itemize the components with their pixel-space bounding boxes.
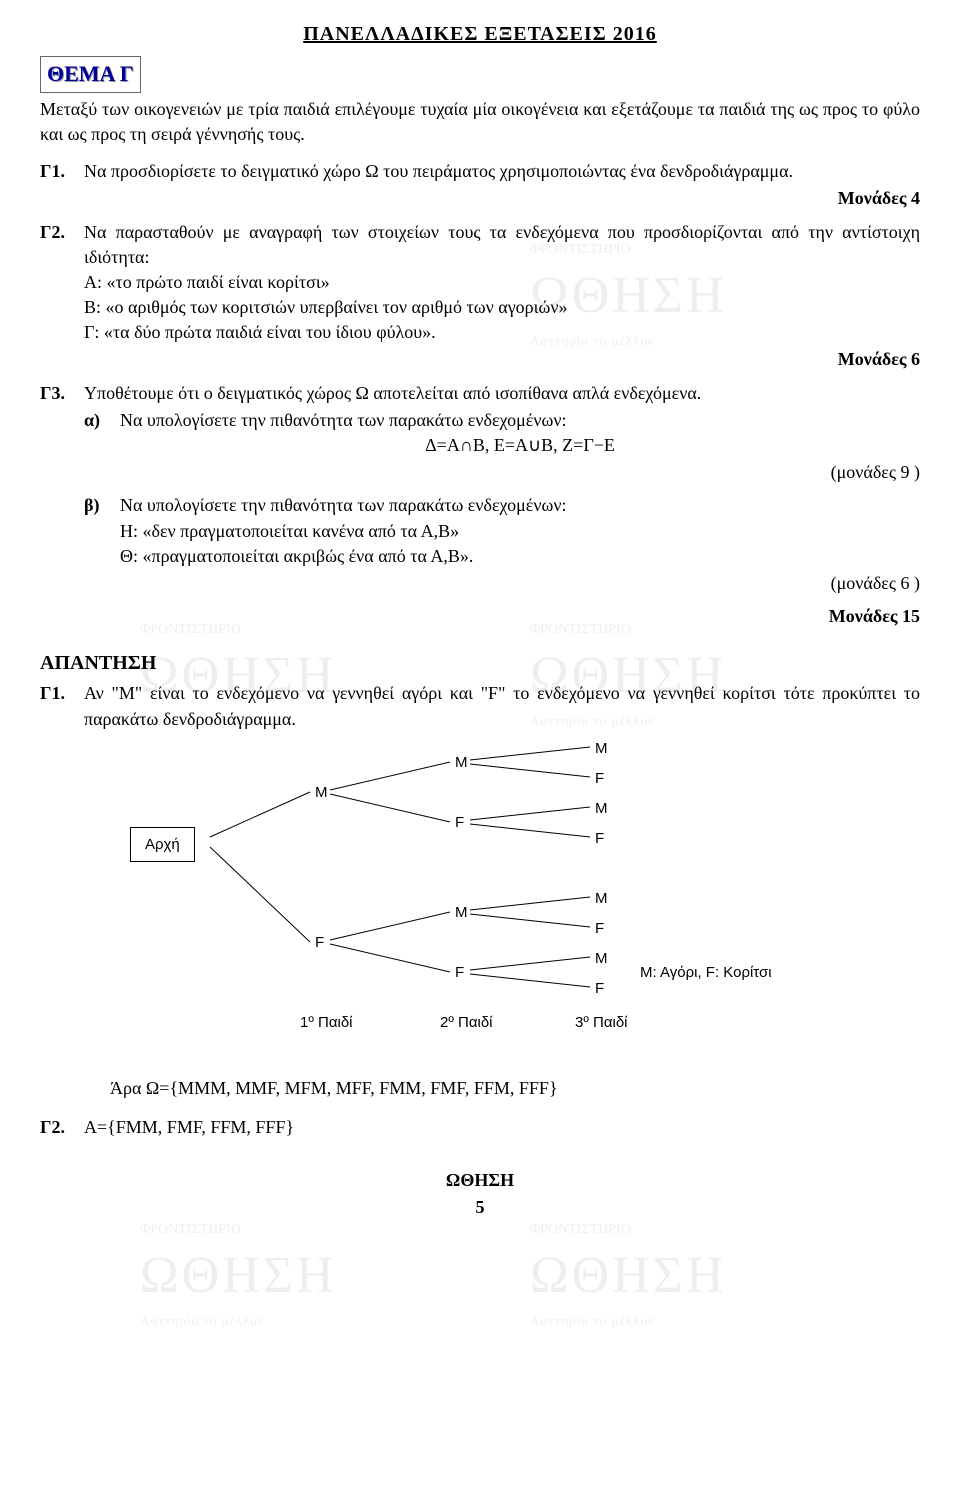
g3-b: β) Να υπολογίσετε την πιθανότητα των παρ… xyxy=(84,493,920,569)
answer-heading: ΑΠΑΝΤΗΣΗ xyxy=(40,649,920,677)
answer-g2: Γ2. Α={FMM, FMF, FFM, FFF} xyxy=(40,1115,920,1140)
tree-node: F xyxy=(595,828,604,849)
g1-text: Να προσδιορίσετε το δειγματικό χώρο Ω το… xyxy=(84,159,920,184)
g3-b-points: (μονάδες 6 ) xyxy=(40,571,920,596)
g3-a-num: α) xyxy=(84,408,120,458)
g3-a-text: Να υπολογίσετε την πιθανότητα των παρακά… xyxy=(120,410,566,430)
g2-num: Γ2. xyxy=(40,220,84,346)
g3-a-points: (μονάδες 9 ) xyxy=(40,460,920,485)
tree-node: F xyxy=(455,812,464,833)
tree-root: Αρχή xyxy=(130,827,195,862)
tree-node: F xyxy=(595,978,604,999)
tree-node: F xyxy=(315,932,324,953)
tree-node: M xyxy=(595,738,608,759)
tree-node: F xyxy=(595,768,604,789)
tree-node: M xyxy=(455,902,468,923)
g3-b-num: β) xyxy=(84,493,120,569)
tree-node: M xyxy=(455,752,468,773)
g2-text: Να παρασταθούν με αναγραφή των στοιχείων… xyxy=(84,220,920,346)
item-g3: Γ3. Υποθέτουμε ότι ο δειγματικός χώρος Ω… xyxy=(40,381,920,406)
wm-sub: Αφετηρία το μέλλον xyxy=(530,1312,727,1330)
tree-node: F xyxy=(455,962,464,983)
child-label: 3º Παιδί xyxy=(575,1012,628,1033)
g3-a: α) Να υπολογίσετε την πιθανότητα των παρ… xyxy=(84,408,920,458)
child-label: 2º Παιδί xyxy=(440,1012,493,1033)
g3-b-h: Η: «δεν πραγματοποιείται κανένα από τα Α… xyxy=(120,521,459,541)
wm-top: ΦΡΟΝΤΙΣΤΗΡΙΟ xyxy=(140,1220,337,1240)
g3-text: Υποθέτουμε ότι ο δειγματικός χώρος Ω απο… xyxy=(84,381,920,406)
answer-g2-text: Α={FMM, FMF, FFM, FFF} xyxy=(84,1115,920,1140)
tree-legend: Μ: Αγόρι, F: Κορίτσι xyxy=(640,962,772,983)
answer-g2-num: Γ2. xyxy=(40,1115,84,1140)
tree-node: F xyxy=(595,918,604,939)
tree-diagram: Αρχή M F M F M F M F M F M F M F Μ: Αγόρ… xyxy=(120,742,820,1062)
wm-top: ΦΡΟΝΤΙΣΤΗΡΙΟ xyxy=(530,1220,727,1240)
g1-points: Μονάδες 4 xyxy=(40,186,920,211)
wm-main: ΩΘΗΣΗ xyxy=(140,1240,337,1313)
answer-g1-text: Αν "Μ" είναι το ενδεχόμενο να γεννηθεί α… xyxy=(84,681,920,731)
theme-heading: ΘΕΜΑ Γ xyxy=(40,56,141,93)
g3-a-formula: Δ=Α∩Β, Ε=Α∪Β, Ζ=Γ−Ε xyxy=(120,433,920,458)
tree-node: M xyxy=(595,798,608,819)
tree-node: M xyxy=(595,888,608,909)
g3-num: Γ3. xyxy=(40,381,84,406)
g3-b-text: Να υπολογίσετε την πιθανότητα των παρακά… xyxy=(120,495,566,515)
g3-b-th: Θ: «πραγματοποιείται ακριβώς ένα από τα … xyxy=(120,546,473,566)
wm-sub: Αφετηρία το μέλλον xyxy=(140,1312,337,1330)
intro-text: Μεταξύ των οικογενειών με τρία παιδιά επ… xyxy=(40,97,920,147)
tree-node: M xyxy=(595,948,608,969)
child-label: 1º Παιδί xyxy=(300,1012,353,1033)
footer-brand: ΩΘΗΣΗ xyxy=(40,1168,920,1193)
omega-result: Άρα Ω={MMM, MMF, MFM, MFF, FMM, FMF, FFM… xyxy=(110,1076,920,1101)
g2-points: Μονάδες 6 xyxy=(40,347,920,372)
g1-num: Γ1. xyxy=(40,159,84,184)
page-number: 5 xyxy=(40,1195,920,1220)
item-g1: Γ1. Να προσδιορίσετε το δειγματικό χώρο … xyxy=(40,159,920,184)
answer-g1: Γ1. Αν "Μ" είναι το ενδεχόμενο να γεννηθ… xyxy=(40,681,920,731)
page-header: ΠΑΝΕΛΛΑΔΙΚΕΣ ΕΞΕΤΑΣΕΙΣ 2016 xyxy=(40,20,920,48)
wm-main: ΩΘΗΣΗ xyxy=(530,1240,727,1313)
answer-g1-num: Γ1. xyxy=(40,681,84,731)
tree-node: M xyxy=(315,782,328,803)
item-g2: Γ2. Να παρασταθούν με αναγραφή των στοιχ… xyxy=(40,220,920,346)
g3-points: Μονάδες 15 xyxy=(40,604,920,629)
